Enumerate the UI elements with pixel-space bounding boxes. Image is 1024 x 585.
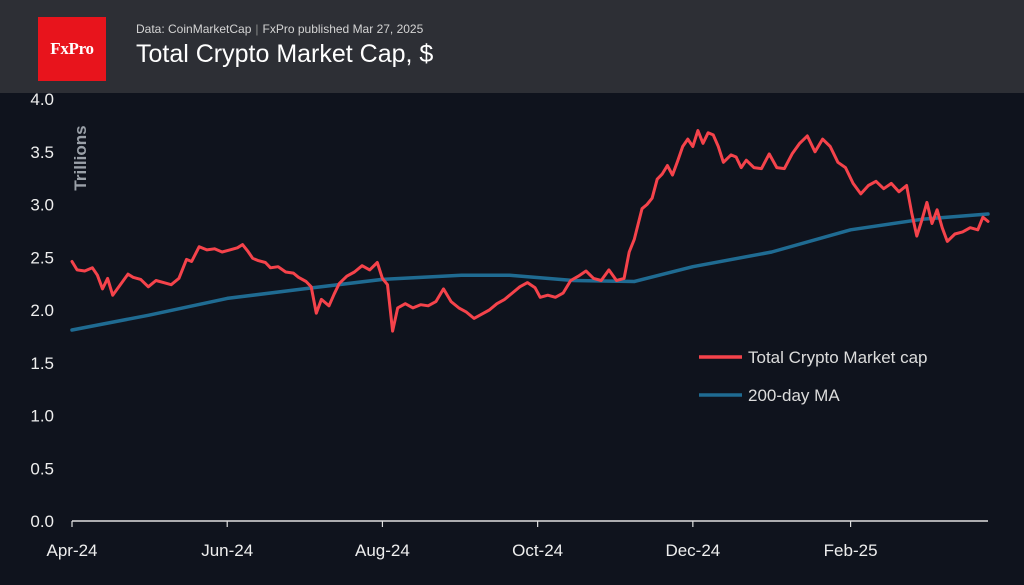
legend: Total Crypto Market cap 200-day MA <box>699 348 928 405</box>
x-tick-label: Feb-25 <box>824 541 878 560</box>
meta-separator: | <box>255 22 259 36</box>
x-tick-label: Aug-24 <box>355 541 410 560</box>
y-tick-label: 2.0 <box>30 301 54 320</box>
ma-200-line <box>70 212 990 332</box>
chart-header: FxPro Data: CoinMarketCap | FxPro publishe… <box>0 0 1024 93</box>
y-tick-label: 4.0 <box>30 90 54 109</box>
legend-label: Total Crypto Market cap <box>748 348 928 367</box>
fxpro-logo: FxPro <box>38 17 106 81</box>
y-tick-label: 3.0 <box>30 196 54 215</box>
published-date: FxPro published Mar 27, 2025 <box>262 22 424 36</box>
series-layer <box>70 129 990 333</box>
y-axis: 0.0 0.5 1.0 1.5 2.0 2.5 3.0 3.5 4.0 <box>30 90 54 531</box>
logo-text: FxPro <box>50 39 94 58</box>
legend-label: 200-day MA <box>748 386 840 405</box>
y-tick-label: 0.5 <box>30 459 54 478</box>
x-axis: Apr-24 Jun-24 Aug-24 Oct-24 Dec-24 Feb-25 <box>46 520 988 560</box>
x-tick-label: Jun-24 <box>201 541 253 560</box>
chart-meta: Data: CoinMarketCap | FxPro published Mar … <box>136 22 423 36</box>
x-tick-label: Oct-24 <box>512 541 563 560</box>
y-axis-label: Trillions <box>71 125 90 190</box>
market-cap-line <box>70 129 990 333</box>
y-tick-label: 3.5 <box>30 143 54 162</box>
y-tick-label: 0.0 <box>30 512 54 531</box>
y-tick-label: 1.5 <box>30 354 54 373</box>
x-tick-label: Apr-24 <box>46 541 97 560</box>
data-source: Data: CoinMarketCap <box>136 22 252 36</box>
y-tick-label: 1.0 <box>30 407 54 426</box>
y-tick-label: 2.5 <box>30 248 54 267</box>
chart-title: Total Crypto Market Cap, $ <box>136 40 434 68</box>
x-tick-label: Dec-24 <box>665 541 720 560</box>
